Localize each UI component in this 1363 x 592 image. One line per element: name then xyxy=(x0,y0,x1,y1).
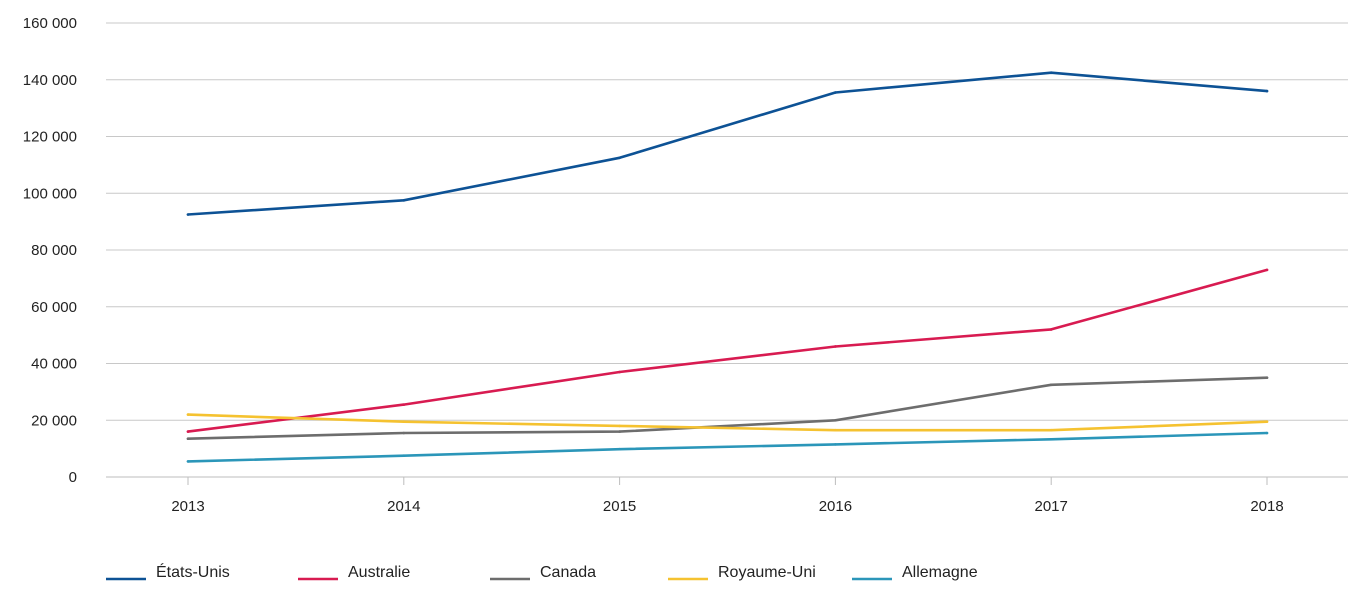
x-tick-label: 2014 xyxy=(387,498,420,515)
series-line-4 xyxy=(186,413,1269,432)
legend-label: Australie xyxy=(348,564,410,581)
gridlines xyxy=(106,22,1348,421)
data-point xyxy=(1049,71,1053,74)
data-point xyxy=(1265,268,1269,272)
data-point xyxy=(834,345,837,348)
y-tick-label: 0 xyxy=(69,469,77,486)
x-tick-label: 2015 xyxy=(603,498,636,515)
legend-label: Canada xyxy=(540,564,596,581)
x-axis: 2013 2014 2015 2016 2017 2018 xyxy=(106,476,1348,515)
data-point xyxy=(834,91,837,94)
y-tick-label: 80 000 xyxy=(31,242,77,259)
data-point xyxy=(186,437,190,440)
data-point xyxy=(402,454,406,458)
data-point xyxy=(1265,89,1269,93)
x-tick-label: 2016 xyxy=(819,498,852,515)
y-tick-label: 120 000 xyxy=(23,129,77,146)
data-point xyxy=(186,413,190,416)
legend-label: Allemagne xyxy=(902,564,978,581)
data-point xyxy=(186,430,190,433)
x-tick-label: 2013 xyxy=(171,498,204,515)
data-point xyxy=(618,370,621,374)
data-point xyxy=(1265,420,1269,423)
series-line-1 xyxy=(186,71,1269,216)
data-point xyxy=(186,460,190,463)
legend: États-Unis Australie Canada Royaume-Uni Alle… xyxy=(106,562,978,581)
data-point xyxy=(1265,431,1269,435)
data-point xyxy=(618,156,621,160)
series-line-2 xyxy=(186,268,1269,433)
data-point xyxy=(1049,328,1053,331)
data-point xyxy=(834,418,837,422)
data-point xyxy=(834,443,837,446)
data-point xyxy=(618,447,621,451)
data-point xyxy=(618,430,621,433)
data-point xyxy=(402,199,406,202)
data-point xyxy=(1049,437,1053,441)
y-tick-label: 60 000 xyxy=(31,299,77,316)
series-line-5 xyxy=(186,431,1269,463)
data-point xyxy=(402,403,406,406)
data-point xyxy=(1049,428,1053,432)
data-point xyxy=(1265,376,1269,379)
data-point xyxy=(402,420,406,423)
legend-label: Royaume-Uni xyxy=(718,564,816,581)
data-point xyxy=(402,431,406,435)
data-point xyxy=(186,213,190,216)
data-point xyxy=(834,428,837,432)
data-point xyxy=(1049,383,1053,387)
x-tick-label: 2017 xyxy=(1035,498,1068,515)
series-lines xyxy=(186,71,1269,463)
y-tick-label: 100 000 xyxy=(23,185,77,202)
y-tick-label: 40 000 xyxy=(31,356,77,373)
data-point xyxy=(618,424,621,428)
y-axis-tick-labels: 0 20 000 40 000 60 000 80 000 100 000 120 000 1… xyxy=(23,15,77,486)
legend-label: États-Unis xyxy=(156,562,230,581)
y-tick-label: 160 000 xyxy=(23,15,77,32)
y-tick-label: 140 000 xyxy=(23,72,77,89)
series-line-3 xyxy=(186,376,1269,441)
x-tick-label: 2018 xyxy=(1250,498,1283,515)
y-tick-label: 20 000 xyxy=(31,412,77,429)
